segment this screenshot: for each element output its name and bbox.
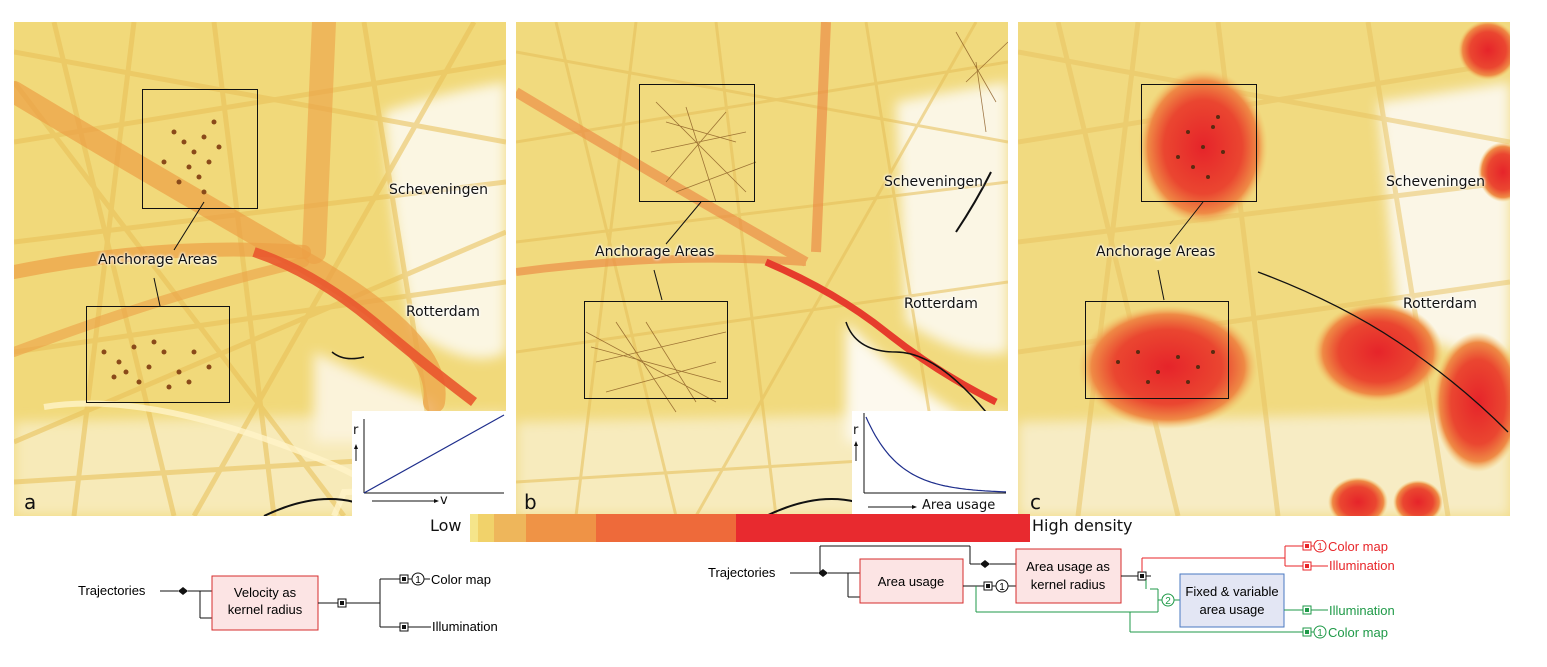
anchorage-box-bottom <box>584 301 728 399</box>
inset-curve-b <box>865 416 1007 493</box>
legend-swatch <box>478 514 494 542</box>
area-kernel-node <box>1015 548 1122 604</box>
map-panel-c: Anchorage Areas Scheveningen Rotterdam c <box>1018 22 1510 516</box>
scheveningen-label: Scheveningen <box>1386 174 1485 190</box>
density-map-c <box>1018 22 1510 516</box>
legend-high-label: High density <box>1032 516 1133 535</box>
panel-letter-c: c <box>1030 490 1041 514</box>
anchorage-box-top <box>1141 84 1257 202</box>
right-input-label: Trajectories <box>708 565 776 580</box>
kernel-inset-b: r Area usage <box>852 411 1008 516</box>
legend-color-bar <box>470 514 1030 542</box>
rotterdam-label: Rotterdam <box>904 296 978 312</box>
legend-swatch <box>736 514 1030 542</box>
legend-low-label: Low <box>430 516 462 535</box>
anchorage-label: Anchorage Areas <box>98 252 218 268</box>
left-input-port <box>178 587 188 595</box>
pipeline-diagram-right: Trajectories Area usage 1 Area usage as … <box>708 540 1395 640</box>
anchorage-label: Anchorage Areas <box>595 244 715 260</box>
legend-swatch <box>470 514 478 542</box>
right-step1-number: 1 <box>999 582 1005 593</box>
anchorage-box-top <box>639 84 755 202</box>
velocity-kernel-node <box>211 575 319 631</box>
red-illumination-label: Illumination <box>1329 558 1395 573</box>
green-illumination-label: Illumination <box>1329 603 1395 618</box>
left-step-number: 1 <box>415 575 421 586</box>
inset-curve-a <box>363 414 505 494</box>
inset-b-x-label: Area usage <box>922 498 996 513</box>
panel-letter-a: a <box>24 490 37 514</box>
legend-swatch <box>596 514 736 542</box>
legend-swatch <box>494 514 526 542</box>
anchorage-label: Anchorage Areas <box>1096 244 1216 260</box>
map-panel-a: Anchorage Areas Scheveningen Rotterdam r… <box>14 22 506 516</box>
panel-letter-b: b <box>524 490 537 514</box>
left-input-label: Trajectories <box>78 583 146 598</box>
inset-chart-a <box>354 414 505 503</box>
anchorage-box-top <box>142 89 258 209</box>
inset-b-y-label: r <box>853 423 859 438</box>
ship-cluster-a <box>101 119 222 390</box>
fixed-variable-line2: area usage <box>1199 602 1264 617</box>
left-color-map-label: Color map <box>431 572 491 587</box>
rotterdam-label: Rotterdam <box>406 304 480 320</box>
kernel-inset-a: r v <box>352 411 506 516</box>
area-kernel-line1: Area usage as <box>1026 559 1110 574</box>
fixed-variable-line1: Fixed & variable <box>1185 584 1278 599</box>
green-step2-number: 2 <box>1165 596 1171 607</box>
ship-tracks-b <box>585 31 1008 413</box>
anchorage-box-bottom <box>86 306 230 403</box>
left-illumination-label: Illumination <box>432 619 498 634</box>
area-usage-node <box>859 558 964 604</box>
green-step-number: 1 <box>1317 628 1323 639</box>
inset-a-y-label: r <box>353 423 359 438</box>
red-step-number: 1 <box>1317 542 1323 553</box>
scheveningen-label: Scheveningen <box>389 182 488 198</box>
rotterdam-label: Rotterdam <box>1403 296 1477 312</box>
fixed-variable-node <box>1179 573 1285 628</box>
pipeline-diagram-left: Trajectories Velocity as kernel radius 1… <box>78 572 498 634</box>
map-panel-b: Anchorage Areas Scheveningen Rotterdam r… <box>516 22 1008 516</box>
inset-chart-b <box>854 413 1007 509</box>
green-color-map-label: Color map <box>1328 625 1388 640</box>
area-usage-label: Area usage <box>878 574 945 589</box>
scheveningen-label: Scheveningen <box>884 174 983 190</box>
inset-a-x-label: v <box>440 493 448 508</box>
anchorage-box-bottom <box>1085 301 1229 399</box>
area-kernel-line2: kernel radius <box>1031 577 1106 592</box>
velocity-kernel-line1: Velocity as <box>234 585 297 600</box>
red-color-map-label: Color map <box>1328 540 1388 554</box>
velocity-kernel-line2: kernel radius <box>228 602 303 617</box>
legend-swatch <box>526 514 596 542</box>
